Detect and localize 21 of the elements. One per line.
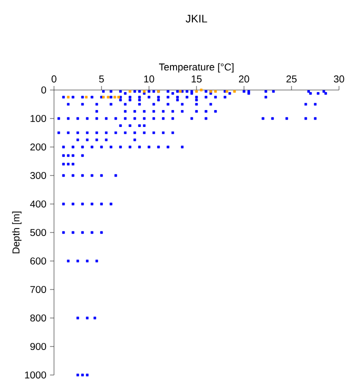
y-tick-label: 1000 — [25, 371, 46, 379]
x-tick-label: 25 — [286, 75, 297, 82]
y-axis-title: Depth [m] — [12, 212, 22, 254]
chart-title: JKIL — [186, 14, 208, 23]
x-axis-title: Temperature [°C] — [159, 63, 234, 72]
y-tick-label: 900 — [30, 342, 46, 350]
y-tick-label: 600 — [30, 257, 46, 265]
y-tick-label: 500 — [30, 228, 46, 236]
x-tick-label: 20 — [238, 75, 250, 82]
y-tick-label: 800 — [30, 314, 46, 322]
x-tick-label: 10 — [144, 75, 154, 82]
y-tick-label: 0 — [41, 86, 46, 94]
x-tick-label: 30 — [334, 75, 344, 82]
y-tick-label: 400 — [30, 200, 46, 208]
y-tick-label: 300 — [30, 172, 46, 180]
x-tick-label: 5 — [99, 76, 104, 82]
y-tick-label: 100 — [30, 114, 46, 122]
x-tick-label: 0 — [52, 75, 56, 82]
y-tick-label: 700 — [30, 286, 46, 294]
y-tick-label: 200 — [30, 143, 46, 151]
x-tick-label: 15 — [192, 76, 202, 82]
